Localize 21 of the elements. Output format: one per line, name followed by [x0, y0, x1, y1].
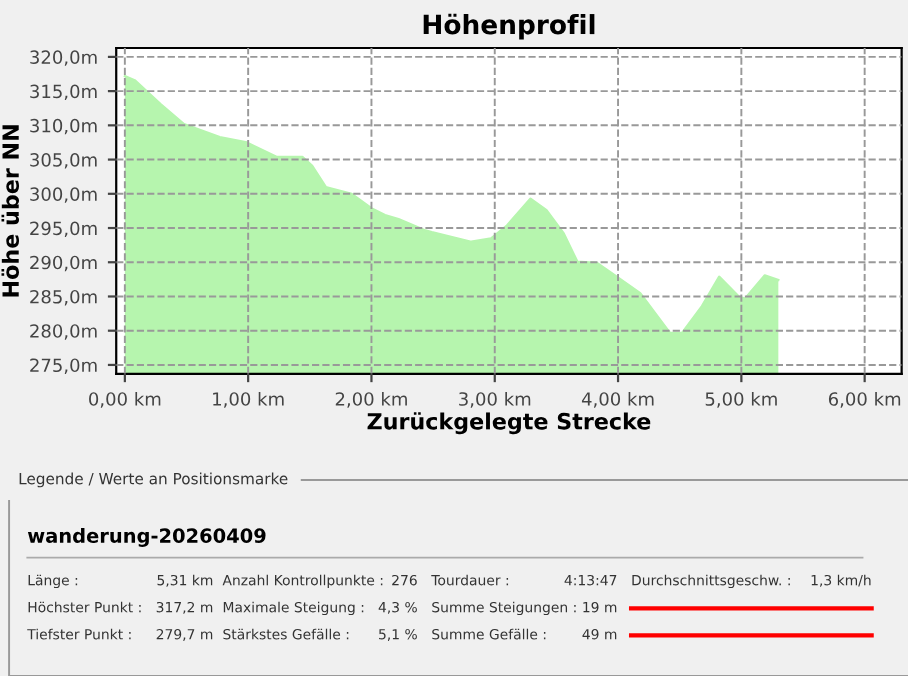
x-tick-label: 6,00 km — [828, 391, 901, 408]
y-tick-label: 305,0m — [30, 153, 97, 169]
y-tick-label: 300,0m — [30, 187, 97, 203]
y-tick-label: 285,0m — [30, 289, 97, 306]
y-tick-label: 315,0m — [30, 84, 97, 101]
y-axis-title: Höhe über NN — [1, 125, 20, 297]
x-tick-label: 0,00 km — [89, 391, 161, 408]
y-tick-label: 275,0m — [30, 358, 97, 374]
x-axis-title: Zurückgelegte Strecke — [367, 412, 651, 435]
x-tick-label: 1,00 km — [213, 391, 284, 408]
y-tick-label: 280,0m — [30, 324, 97, 340]
x-tick-label: 2,00 km — [335, 391, 407, 408]
y-tick-label: 290,0m — [30, 255, 97, 272]
x-tick-label: 4,00 km — [581, 391, 654, 408]
text: wanderung-20260409 — [27, 527, 266, 547]
y-tick-label: 320,0m — [30, 50, 97, 66]
x-tick-label: 3,00 km — [459, 391, 531, 408]
y-tick-label: 295,0m — [30, 221, 97, 237]
y-tick-label: 310,0m — [30, 118, 97, 135]
chart-title: Höhenprofil — [423, 13, 595, 40]
x-tick-label: 5,00 km — [705, 391, 777, 408]
